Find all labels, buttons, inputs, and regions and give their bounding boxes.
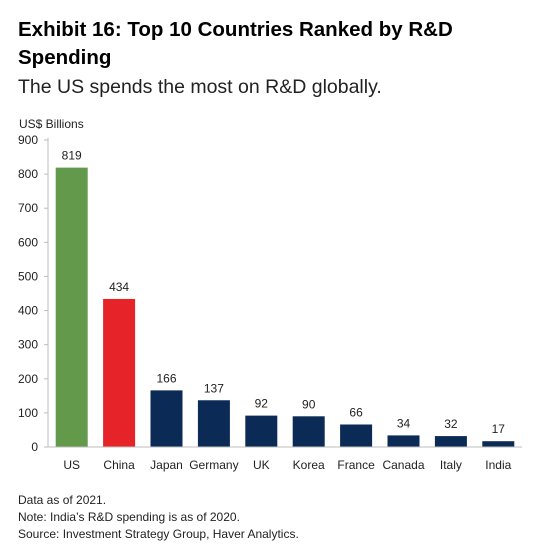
x-tick-label: India xyxy=(485,458,511,472)
bar-italy xyxy=(434,436,467,447)
x-tick-label: Germany xyxy=(189,458,238,472)
x-tick-label: China xyxy=(103,458,135,472)
data-label: 17 xyxy=(492,422,506,436)
bar-us xyxy=(55,167,88,447)
x-tick-label: Japan xyxy=(150,458,183,472)
bar-canada xyxy=(387,435,420,447)
data-label: 166 xyxy=(156,371,176,385)
y-tick-label: 800 xyxy=(18,167,38,181)
bar-germany xyxy=(197,400,230,447)
x-tick-label: Canada xyxy=(382,458,424,472)
y-tick-label: 200 xyxy=(18,372,38,386)
bar-japan xyxy=(150,390,183,447)
bar-china xyxy=(103,298,136,447)
x-tick-label: US xyxy=(63,458,80,472)
data-label: 32 xyxy=(444,417,458,431)
data-label: 34 xyxy=(397,416,411,430)
y-axis-label: US$ Billions xyxy=(19,117,84,131)
y-tick-label: 500 xyxy=(18,269,38,283)
data-label: 137 xyxy=(204,381,224,395)
y-tick-label: 400 xyxy=(18,304,38,318)
data-label: 819 xyxy=(62,149,82,163)
bar-korea xyxy=(292,416,325,447)
bar-france xyxy=(340,424,373,447)
data-label: 66 xyxy=(349,405,363,419)
y-tick-label: 0 xyxy=(31,440,38,454)
y-tick-label: 600 xyxy=(18,235,38,249)
footnote-india-note: Note: India’s R&D spending is as of 2020… xyxy=(18,510,240,524)
bar-india xyxy=(482,441,515,447)
data-label: 92 xyxy=(255,397,269,411)
chart-subtitle: The US spends the most on R&D globally. xyxy=(18,76,382,98)
x-tick-label: Italy xyxy=(440,458,462,472)
footnote-data-date: Data as of 2021. xyxy=(18,493,107,507)
x-tick-label: Korea xyxy=(293,458,325,472)
bar-uk xyxy=(245,415,278,447)
data-label: 90 xyxy=(302,397,316,411)
x-tick-label: UK xyxy=(253,458,270,472)
footnotes: Data as of 2021. Note: India’s R&D spend… xyxy=(18,492,299,543)
data-label: 434 xyxy=(109,280,129,294)
chart-title: Exhibit 16: Top 10 Countries Ranked by R… xyxy=(18,18,453,69)
y-tick-label: 700 xyxy=(18,201,38,215)
footnote-source: Source: Investment Strategy Group, Haver… xyxy=(18,527,299,541)
y-tick-label: 300 xyxy=(18,338,38,352)
x-tick-label: France xyxy=(337,458,375,472)
y-tick-label: 100 xyxy=(18,406,38,420)
y-tick-label: 900 xyxy=(18,133,38,147)
